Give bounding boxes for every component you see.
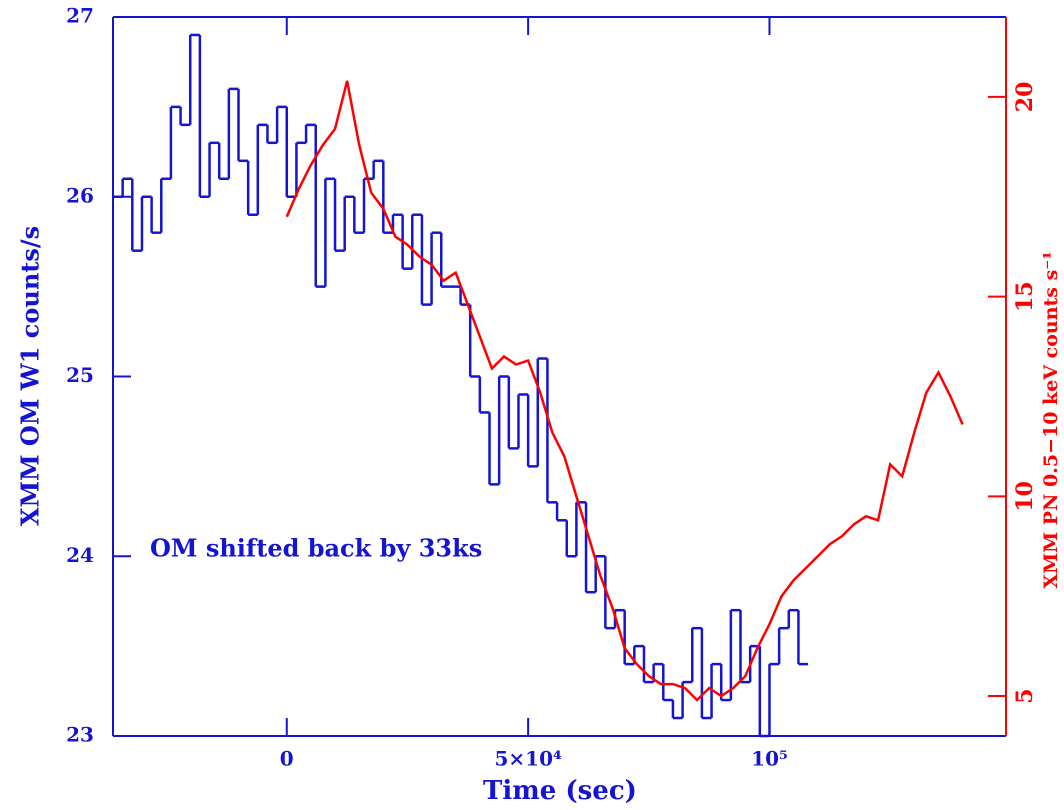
y-tick-label: 27 <box>66 4 94 28</box>
y-tick-label: 25 <box>66 363 94 387</box>
x-tick-label: 10⁵ <box>751 747 788 771</box>
y-tick-label: 26 <box>66 183 94 207</box>
y-tick-label: 24 <box>66 543 94 567</box>
annotation: OM shifted back by 33ks <box>150 534 482 563</box>
pn-line <box>285 80 964 702</box>
y-tick-label: 23 <box>66 723 94 747</box>
x-axis-label: Time (sec) <box>483 776 637 806</box>
x-tick-label: 0 <box>280 747 294 771</box>
y2-axis-label: XMM PN 0.5−10 keV counts s⁻¹ <box>1040 251 1062 588</box>
y2-tick-label: 5 <box>1012 688 1038 703</box>
y-axis-label: XMM OM W1 counts/s <box>16 226 45 526</box>
y2-tick-label: 20 <box>1012 82 1038 113</box>
y2-tick-label: 10 <box>1012 481 1038 512</box>
y2-tick-label: 15 <box>1012 281 1038 312</box>
x-tick-label: 5×10⁴ <box>494 747 562 771</box>
